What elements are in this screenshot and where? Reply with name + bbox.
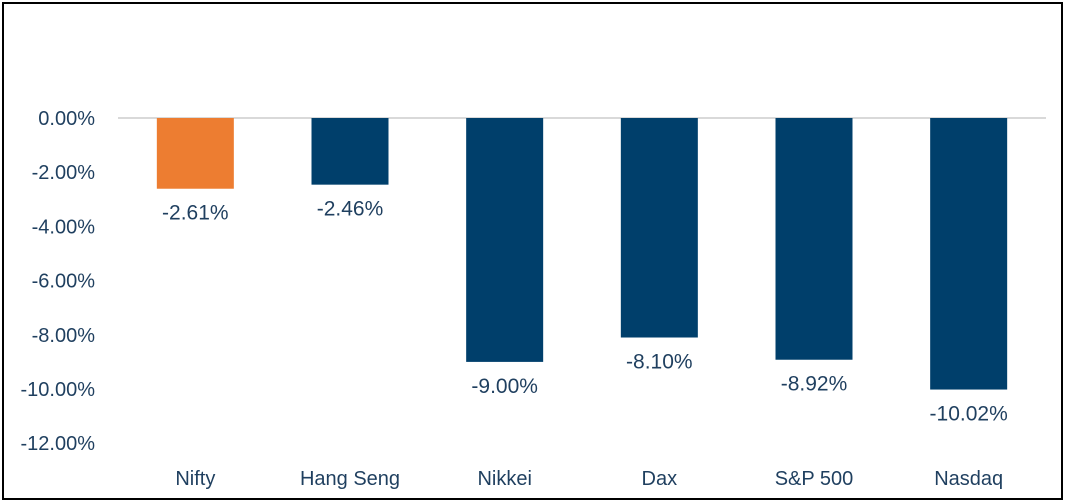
bar-nikkei bbox=[466, 118, 544, 362]
category-label: Nikkei bbox=[477, 468, 531, 490]
bars-group bbox=[156, 118, 1008, 390]
bar-nasdaq bbox=[930, 118, 1008, 390]
category-label: Dax bbox=[642, 468, 678, 490]
category-label: Nasdaq bbox=[934, 468, 1003, 490]
category-label: Hang Seng bbox=[300, 468, 400, 490]
bar-dax bbox=[620, 118, 698, 338]
data-labels-group: -2.61% -2.46% -9.00% -8.10% -8.92% -10.02% bbox=[162, 198, 1008, 426]
y-axis-ticks: 0.00% -2.00% -4.00% -6.00% -8.00% -10.00% -12.… bbox=[21, 108, 96, 455]
bar-hang-seng bbox=[311, 118, 389, 185]
data-label: -8.10% bbox=[626, 351, 693, 374]
data-label: -10.02% bbox=[930, 403, 1008, 426]
bar-s-p-500 bbox=[775, 118, 853, 360]
y-tick-label: -10.00% bbox=[21, 379, 96, 401]
data-label: -8.92% bbox=[781, 373, 848, 396]
category-label: S&P 500 bbox=[775, 468, 854, 490]
data-label: -2.61% bbox=[162, 202, 229, 225]
y-tick-label: -4.00% bbox=[32, 216, 96, 238]
y-tick-label: -6.00% bbox=[32, 271, 96, 293]
y-tick-label: 0.00% bbox=[38, 108, 95, 130]
y-tick-label: -2.00% bbox=[32, 162, 96, 184]
data-label: -9.00% bbox=[471, 375, 538, 398]
y-tick-label: -12.00% bbox=[21, 433, 96, 455]
category-label: Nifty bbox=[175, 468, 215, 490]
data-label: -2.46% bbox=[317, 198, 384, 221]
y-tick-label: -8.00% bbox=[32, 325, 96, 347]
category-labels-group: Nifty Hang Seng Nikkei Dax S&P 500 Nasdaq bbox=[175, 468, 1003, 490]
bar-nifty bbox=[156, 118, 234, 189]
